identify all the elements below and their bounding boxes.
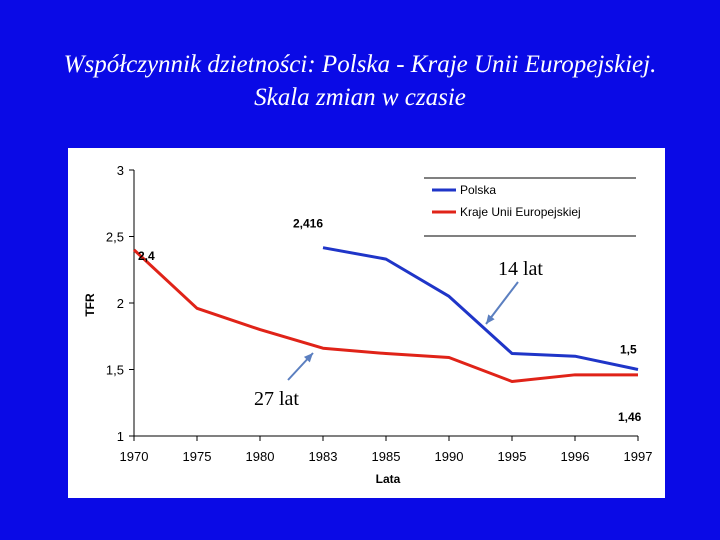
x-tick-label: 1980: [246, 449, 275, 464]
x-tick-label: 1990: [435, 449, 464, 464]
x-tick-label: 1975: [183, 449, 212, 464]
data-label: 1,46: [618, 410, 642, 424]
annotation-label: 27 lat: [254, 388, 299, 410]
y-axis-title: TFR: [83, 293, 97, 317]
tfr-line-chart: TFR Lata Polska Kraje Unii Europejskiej …: [83, 163, 653, 486]
y-tick-label: 1,5: [106, 363, 124, 378]
data-label: 2,416: [293, 217, 323, 231]
y-tick-label: 2,5: [106, 230, 124, 245]
x-tick-label: 1996: [561, 449, 590, 464]
annotation-label: 14 lat: [498, 258, 543, 280]
chart-panel: TFR Lata Polska Kraje Unii Europejskiej …: [68, 148, 665, 498]
x-tick-label: 1970: [120, 449, 149, 464]
y-tick-label: 2: [117, 296, 124, 311]
x-axis-title: Lata: [376, 472, 401, 486]
x-tick-label: 1995: [498, 449, 527, 464]
y-tick-label: 1: [117, 429, 124, 444]
legend-eu-label: Kraje Unii Europejskiej: [460, 205, 581, 219]
slide-title: Współczynnik dzietności: Polska - Kraje …: [0, 48, 720, 114]
slide-title-line-1: Współczynnik dzietności: Polska - Kraje …: [63, 51, 657, 78]
data-label: 2,4: [138, 249, 155, 263]
annotation-arrow-head: [303, 353, 313, 363]
data-label: 1,5: [620, 343, 637, 357]
y-tick-label: 3: [117, 163, 124, 178]
annotation-arrow-head: [486, 314, 495, 324]
eu-series-line: [132, 248, 638, 383]
slide-title-line-2: Skala zmian w czasie: [254, 84, 466, 111]
x-tick-label: 1983: [309, 449, 338, 464]
legend-polska-label: Polska: [460, 183, 496, 197]
x-tick-label: 1997: [624, 449, 653, 464]
x-tick-label: 1985: [372, 449, 401, 464]
polska-series-line: [322, 246, 639, 371]
legend: Polska Kraje Unii Europejskiej: [424, 177, 636, 237]
